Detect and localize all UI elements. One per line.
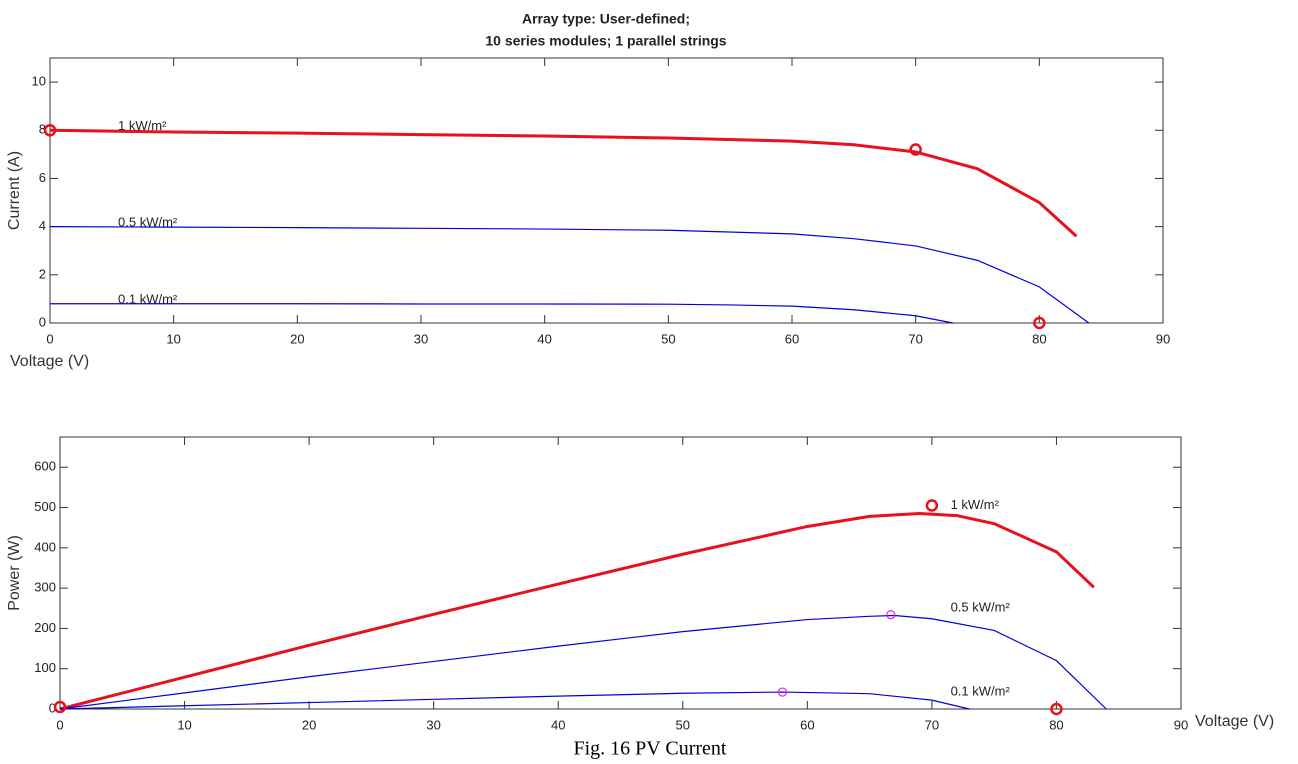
y-tick-label: 0 (39, 314, 46, 329)
x-tick-label: 50 (661, 331, 675, 346)
y-tick-label: 100 (34, 660, 56, 675)
x-tick-label: 70 (925, 717, 939, 732)
y-tick-label: 200 (34, 620, 56, 635)
plot-frame (49, 57, 1164, 324)
series-label: 0.5 kW/m² (951, 600, 1011, 615)
x-tick-label: 60 (785, 331, 799, 346)
marker (886, 610, 896, 620)
x-tick-label: 70 (908, 331, 922, 346)
series-line (49, 226, 1090, 324)
marker (925, 499, 939, 512)
marker (909, 143, 922, 156)
x-tick-label: 10 (177, 717, 191, 732)
x-tick-label: 80 (1032, 331, 1046, 346)
x-tick-label: 0 (56, 717, 63, 732)
y-tick-label: 0 (49, 700, 56, 715)
series-line (50, 303, 953, 324)
chart-subtitle: 10 series modules; 1 parallel strings (485, 33, 726, 49)
y-axis-label: Power (W) (6, 535, 23, 611)
y-tick-label: 10 (32, 74, 46, 89)
series-line (49, 128, 1078, 238)
x-tick-label: 30 (414, 331, 428, 346)
y-tick-label: 4 (39, 218, 46, 233)
x-tick-label: 90 (1156, 331, 1170, 346)
series-line (59, 512, 1095, 711)
x-tick-label: 30 (426, 717, 440, 732)
series-label: 0.5 kW/m² (118, 214, 178, 229)
y-tick-label: 6 (39, 170, 46, 185)
x-tick-label: 20 (290, 331, 304, 346)
y-tick-label: 8 (39, 122, 46, 137)
chart-title: Array type: User-defined; (522, 11, 690, 27)
x-tick-label: 10 (166, 331, 180, 346)
plot-frame (59, 436, 1182, 710)
series-label: 1 kW/m² (951, 497, 1000, 512)
x-tick-label: 80 (1049, 717, 1063, 732)
x-tick-label: 20 (302, 717, 316, 732)
x-tick-label: 0 (46, 331, 53, 346)
x-tick-label: 40 (537, 331, 551, 346)
y-tick-label: 2 (39, 266, 46, 281)
marker (53, 700, 67, 714)
x-tick-label: 40 (551, 717, 565, 732)
y-tick-label: 400 (34, 539, 56, 554)
x-tick-label: 50 (676, 717, 690, 732)
series-line (59, 691, 970, 710)
marker (1050, 702, 1063, 716)
y-tick-label: 500 (34, 499, 56, 514)
y-tick-label: 600 (34, 459, 56, 474)
marker (777, 687, 788, 697)
caption: Fig. 16 PV Current (574, 738, 727, 760)
series-label: 0.1 kW/m² (118, 292, 178, 307)
x-axis-label: Voltage (V) (10, 353, 89, 370)
marker (1033, 316, 1046, 330)
marker (43, 124, 57, 137)
series-label: 0.1 kW/m² (951, 684, 1011, 699)
x-tick-label: 60 (800, 717, 814, 732)
series-label: 1 kW/m² (118, 118, 167, 133)
series-line (59, 614, 1107, 710)
y-tick-label: 300 (34, 580, 56, 595)
x-tick-label: 90 (1174, 717, 1188, 732)
x-axis-label: Voltage (V) (1195, 713, 1274, 730)
y-axis-label: Current (A) (6, 151, 23, 230)
